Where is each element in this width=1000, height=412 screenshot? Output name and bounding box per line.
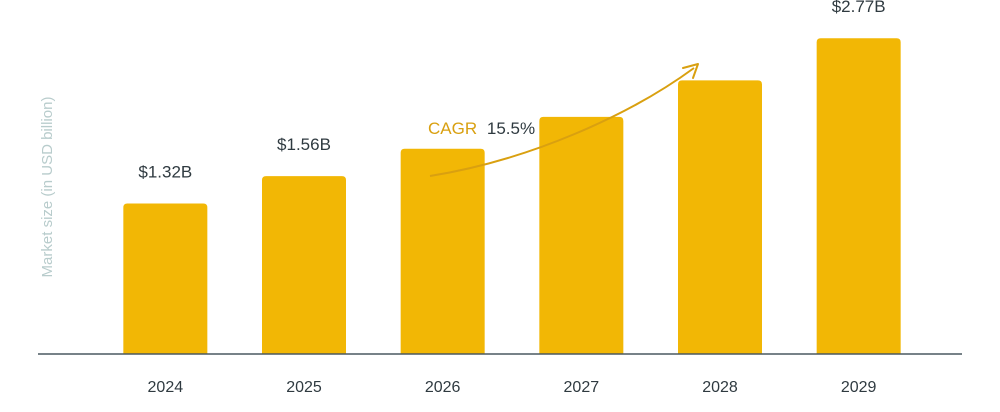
x-tick-label-2025: 2025 [286, 379, 322, 396]
x-tick-labels-layer: 2024 2025 2026 2027 2028 2029 [148, 379, 877, 396]
value-labels-layer: $1.32B $1.56B $2.77B [138, 0, 885, 182]
x-tick-label-2027: 2027 [564, 379, 600, 396]
x-tick-label-2028: 2028 [702, 379, 738, 396]
arrowhead-icon [682, 63, 699, 79]
bar-2029 [816, 38, 901, 354]
bar-2028 [678, 80, 762, 355]
value-label-2024: $1.32B [138, 163, 192, 182]
svg-text:CAGR 15.5%: CAGR 15.5% [428, 119, 535, 138]
bar-2024 [123, 203, 208, 354]
cagr-label: CAGR [428, 119, 477, 138]
bar-2025 [262, 176, 346, 354]
cagr-annotation: CAGR 15.5% [428, 63, 699, 177]
cagr-value: 15.5% [487, 119, 535, 138]
x-tick-label-2026: 2026 [425, 379, 461, 396]
y-axis-title: Market size (in USD billion) [39, 97, 56, 278]
value-label-2025: $1.56B [277, 135, 331, 154]
bar-2027 [539, 116, 624, 354]
bar-2026 [400, 148, 485, 354]
bars-layer [123, 38, 901, 355]
value-label-2029: $2.77B [832, 0, 886, 16]
x-tick-label-2024: 2024 [148, 379, 184, 396]
x-tick-label-2029: 2029 [841, 379, 877, 396]
cagr-arrow-icon [429, 67, 695, 177]
